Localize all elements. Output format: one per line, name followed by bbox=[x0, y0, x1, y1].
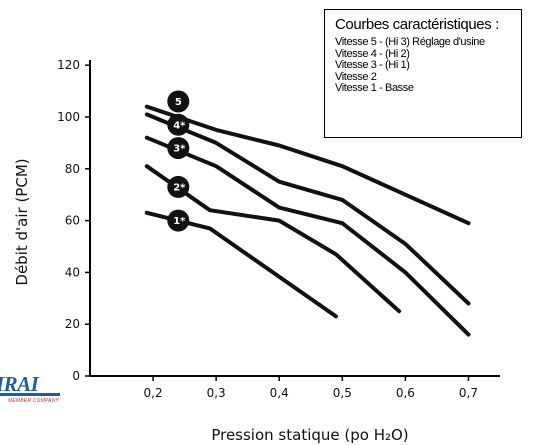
legend: Courbes caractéristiques : Vitesse 5 - (… bbox=[324, 9, 522, 138]
y-tick-label: 20 bbox=[65, 317, 80, 331]
series-line-4 bbox=[144, 112, 471, 306]
x-axis-ticks: 0,2 0,3 0,4 0,5 0,6 0,7 bbox=[144, 376, 478, 400]
legend-item-speed-5: Vitesse 5 - (Hi 3) Réglage d'usine bbox=[335, 36, 485, 48]
y-axis-ticks: 0 20 40 60 80 100 120 bbox=[57, 58, 90, 383]
series-badge-label: 3* bbox=[173, 144, 186, 155]
x-tick-label: 0,3 bbox=[207, 386, 226, 400]
y-tick-label: 120 bbox=[57, 58, 80, 72]
logo-tagline: MEMBER COMPANY bbox=[8, 398, 60, 404]
series-lines bbox=[144, 104, 471, 337]
y-tick-label: 40 bbox=[65, 265, 80, 279]
brand-logo: IRAI MEMBER COMPANY bbox=[0, 372, 62, 412]
series-badge-2 bbox=[167, 175, 190, 198]
y-tick-label: 0 bbox=[72, 369, 80, 383]
legend-item-speed-4: Vitesse 4 - (Hi 2) bbox=[335, 47, 410, 60]
series-line-2 bbox=[144, 164, 402, 314]
x-axis-label: Pression statique (po H₂O) bbox=[211, 426, 408, 444]
series-line-3 bbox=[144, 135, 471, 337]
series-badge-label: 1* bbox=[173, 216, 186, 227]
x-tick-label: 0,5 bbox=[333, 386, 352, 400]
series-badge-5 bbox=[167, 90, 190, 113]
x-tick-label: 0,2 bbox=[144, 386, 163, 400]
x-tick-label: 0,7 bbox=[459, 386, 478, 400]
series-badge-3 bbox=[167, 137, 190, 160]
series-badge-label: 4* bbox=[173, 120, 186, 131]
legend-item-speed-3: Vitesse 3 - (Hi 1) bbox=[335, 59, 410, 71]
series-badge-label: 2* bbox=[173, 182, 186, 193]
logo-rule bbox=[0, 393, 60, 396]
series-badge-label: 5 bbox=[175, 97, 182, 108]
y-axis-label: Débit d'air (PCM) bbox=[13, 158, 31, 285]
series-badge-4 bbox=[167, 113, 190, 136]
series-badge-1 bbox=[167, 209, 190, 232]
x-tick-label: 0,4 bbox=[270, 386, 289, 400]
y-tick-label: 100 bbox=[57, 110, 80, 124]
legend-item-speed-2: Vitesse 2 bbox=[335, 70, 377, 83]
y-tick-label: 80 bbox=[65, 162, 80, 176]
series-badges: 5 4* 3* 2* 1* bbox=[167, 90, 190, 232]
legend-item-speed-1: Vitesse 1 - Basse bbox=[335, 82, 414, 94]
logo-word: IRAI bbox=[0, 372, 39, 396]
legend-title: Courbes caractéristiques : bbox=[335, 16, 499, 33]
x-tick-label: 0,6 bbox=[396, 386, 415, 400]
series-line-5 bbox=[144, 104, 471, 226]
y-tick-label: 60 bbox=[65, 214, 80, 228]
